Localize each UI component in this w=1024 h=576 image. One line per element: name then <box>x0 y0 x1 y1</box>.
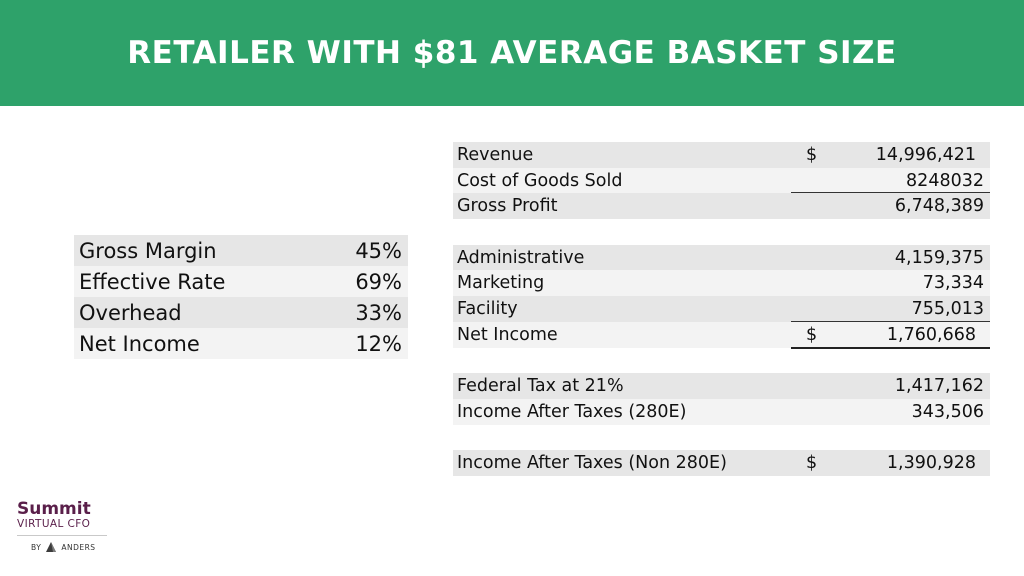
row-cogs: Cost of Goods Sold 8248032 <box>453 167 990 194</box>
row-gross-profit: Gross Profit 6,748,389 <box>453 193 990 220</box>
row-facility: Facility 755,013 <box>453 296 990 322</box>
row-value: 4,159,375 <box>894 247 984 268</box>
row-value: 755,013 <box>911 298 984 319</box>
title-banner: RETAILER WITH $81 AVERAGE BASKET SIZE <box>0 0 1024 106</box>
logo-name: Summit <box>17 499 91 519</box>
metric-row-gross-margin: Gross Margin 45% <box>74 235 408 266</box>
spacer-row <box>453 348 990 374</box>
metric-value: 12% <box>355 331 402 356</box>
row-label: Administrative <box>457 247 585 268</box>
row-net-income: Net Income $ 1,760,668 <box>453 321 990 349</box>
logo-partner-text: ANDERS <box>61 542 96 552</box>
row-value: 14,996,421 <box>875 144 976 165</box>
row-value: 343,506 <box>911 401 984 422</box>
summit-logo: Summit VIRTUAL CFO BY ANDERS <box>17 500 112 553</box>
row-revenue: Revenue $ 14,996,421 <box>453 142 990 168</box>
row-income-after-taxes-280e: Income After Taxes (280E) 343,506 <box>453 398 990 425</box>
row-value: 1,390,928 <box>886 453 976 474</box>
row-label: Net Income <box>457 324 558 345</box>
logo-divider <box>17 535 107 536</box>
currency-symbol: $ <box>806 324 818 345</box>
anders-mark-icon <box>46 542 57 552</box>
spacer-row <box>453 219 990 245</box>
row-value: 6,748,389 <box>894 196 984 217</box>
row-label: Federal Tax at 21% <box>457 376 624 397</box>
currency-symbol: $ <box>806 144 818 165</box>
metric-value: 69% <box>355 269 402 294</box>
metric-value: 33% <box>355 300 402 325</box>
metric-label: Net Income <box>79 331 200 356</box>
row-label: Revenue <box>457 144 534 165</box>
logo-subtitle: VIRTUAL CFO <box>17 518 91 530</box>
logo-byline: BY ANDERS <box>17 541 112 553</box>
metric-row-overhead: Overhead 33% <box>74 297 408 328</box>
row-label: Income After Taxes (Non 280E) <box>457 453 727 474</box>
row-federal-tax: Federal Tax at 21% 1,417,162 <box>453 373 990 399</box>
row-value: 1,417,162 <box>894 376 984 397</box>
page-title: RETAILER WITH $81 AVERAGE BASKET SIZE <box>127 35 897 71</box>
metric-value: 45% <box>355 238 402 263</box>
row-label: Cost of Goods Sold <box>457 170 623 191</box>
row-label: Marketing <box>457 273 545 294</box>
row-label: Gross Profit <box>457 196 558 217</box>
logo-by-text: BY <box>31 542 42 552</box>
metric-label: Overhead <box>79 300 182 325</box>
metric-label: Gross Margin <box>79 238 217 263</box>
row-value: 73,334 <box>922 273 984 294</box>
row-administrative: Administrative 4,159,375 <box>453 244 990 271</box>
spacer-row <box>453 425 990 451</box>
row-label: Facility <box>457 298 518 319</box>
row-value: 1,760,668 <box>886 324 976 345</box>
row-income-after-taxes-non-280e: Income After Taxes (Non 280E) $ 1,390,92… <box>453 450 990 476</box>
metric-row-net-income: Net Income 12% <box>74 328 408 359</box>
metric-row-effective-rate: Effective Rate 69% <box>74 266 408 297</box>
metrics-table: Gross Margin 45% Effective Rate 69% Over… <box>74 235 408 359</box>
currency-symbol: $ <box>806 453 818 474</box>
row-marketing: Marketing 73,334 <box>453 270 990 297</box>
row-value: 8248032 <box>906 170 984 191</box>
row-label: Income After Taxes (280E) <box>457 401 687 422</box>
metric-label: Effective Rate <box>79 269 226 294</box>
income-statement-table: Revenue $ 14,996,421 Cost of Goods Sold … <box>453 142 990 476</box>
